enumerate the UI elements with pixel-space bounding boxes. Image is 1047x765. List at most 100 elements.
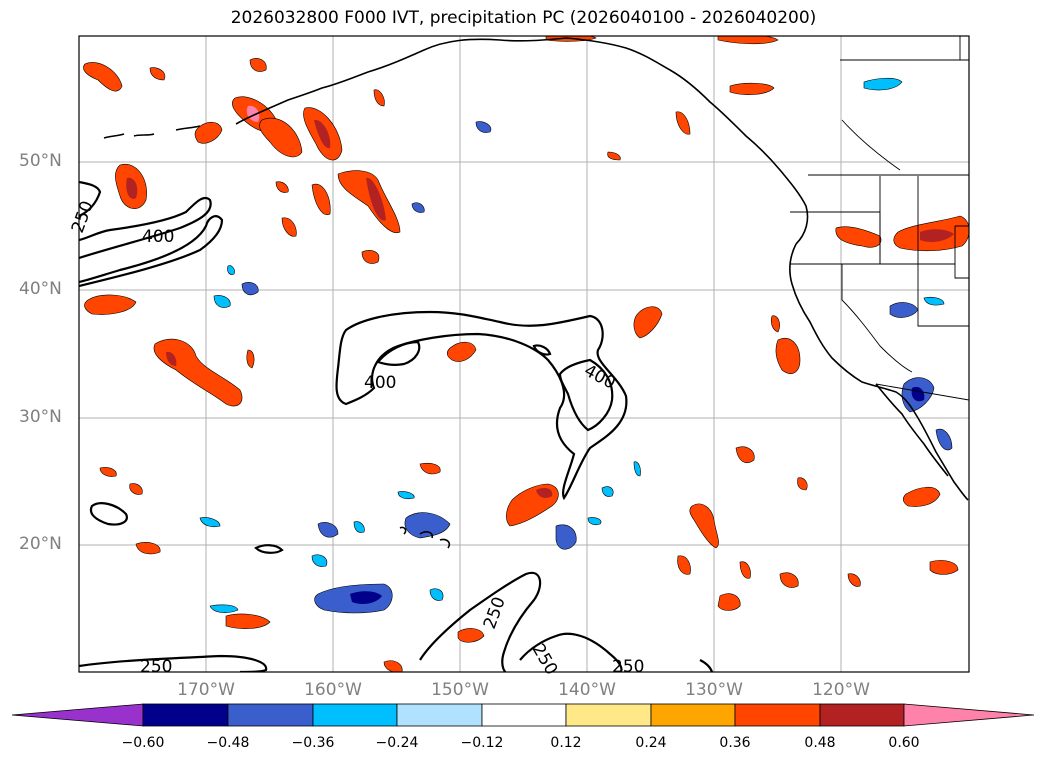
precip-blob bbox=[835, 226, 882, 248]
lon-label-150w: 150°W bbox=[431, 680, 489, 700]
precip-blob bbox=[607, 151, 621, 161]
precip-blob bbox=[361, 250, 380, 264]
coastline-hawaii bbox=[399, 526, 451, 549]
colorbar-tick-label: −0.24 bbox=[375, 735, 419, 751]
precip-blob bbox=[350, 591, 382, 604]
ivt-contour-line bbox=[79, 654, 268, 672]
colorbar-tick-label: 0.60 bbox=[888, 735, 920, 751]
colorbar-tick-label: −0.60 bbox=[121, 735, 165, 751]
precip-blob bbox=[246, 105, 260, 122]
precip-blob bbox=[555, 524, 577, 550]
ivt-contour-line bbox=[79, 215, 224, 288]
ivt-contour-line bbox=[699, 659, 714, 672]
colorbar-swatch bbox=[481, 703, 567, 727]
lon-label-170w: 170°W bbox=[177, 680, 235, 700]
ivt-contour-line bbox=[254, 544, 284, 554]
precip-blob bbox=[633, 461, 641, 477]
colorbar-swatch bbox=[565, 703, 652, 727]
precip-blob bbox=[429, 588, 444, 601]
precip-blob bbox=[225, 613, 271, 629]
positive-precip-shading bbox=[83, 36, 969, 672]
lon-label-140w: 140°W bbox=[558, 680, 616, 700]
lat-label-40n: 40°N bbox=[19, 279, 62, 299]
ivt-contour-line bbox=[532, 344, 552, 356]
colorbar-tick-label: −0.48 bbox=[206, 735, 250, 751]
precip-blob bbox=[397, 491, 415, 500]
colorbar-tick-label: −0.12 bbox=[460, 735, 504, 751]
precip-blob bbox=[209, 604, 239, 613]
precip-blob bbox=[902, 486, 941, 507]
colorbar-swatch bbox=[227, 703, 314, 727]
precip-blob bbox=[275, 181, 289, 193]
precip-blob bbox=[259, 117, 303, 158]
precip-blob bbox=[677, 555, 691, 575]
precip-blob bbox=[923, 296, 945, 306]
precip-blob bbox=[99, 467, 117, 477]
contour-label: 250 bbox=[140, 657, 172, 677]
precip-blob bbox=[199, 517, 221, 528]
precip-blob bbox=[935, 428, 953, 451]
precip-blob bbox=[863, 77, 903, 91]
ivt-contour-line bbox=[558, 358, 614, 432]
colorbar-tick-label: 0.48 bbox=[804, 735, 836, 751]
precip-blob bbox=[675, 111, 691, 135]
precip-blob bbox=[536, 488, 553, 498]
map-title: 2026032800 F000 IVT, precipitation PC (2… bbox=[230, 8, 817, 28]
colorbar-swatch bbox=[142, 703, 229, 727]
contour-label: 250 bbox=[68, 198, 98, 235]
border-state bbox=[954, 225, 969, 279]
colorbar-extend-high bbox=[903, 703, 1035, 727]
precip-blob bbox=[311, 183, 331, 215]
precip-blob bbox=[735, 446, 755, 463]
precip-blob bbox=[249, 58, 267, 72]
precip-blob bbox=[446, 341, 477, 362]
contour-label: 400 bbox=[581, 361, 619, 394]
border-state bbox=[841, 264, 913, 373]
precip-blob bbox=[84, 294, 137, 315]
colorbar-swatch bbox=[312, 703, 398, 727]
border-state bbox=[879, 176, 955, 265]
negative-precip-shading bbox=[199, 77, 953, 614]
colorbar-tick-label: 0.24 bbox=[635, 735, 667, 751]
precip-blob bbox=[717, 36, 779, 45]
precip-blob bbox=[404, 512, 451, 539]
colorbar-swatch bbox=[396, 703, 483, 727]
precip-blob bbox=[770, 315, 780, 333]
ivt-contours bbox=[79, 180, 714, 672]
precip-blob bbox=[739, 561, 751, 579]
precip-blob bbox=[366, 177, 386, 221]
precip-blob bbox=[601, 486, 614, 497]
precip-blob bbox=[317, 522, 339, 538]
precip-blob bbox=[847, 573, 861, 587]
precip-blob bbox=[457, 628, 485, 643]
lat-label-50n: 50°N bbox=[19, 151, 62, 171]
coastline-west-us bbox=[789, 243, 969, 501]
ivt-contour-line bbox=[89, 502, 128, 526]
colorbar-swatch bbox=[734, 703, 821, 727]
ivt-contour-line bbox=[419, 571, 542, 672]
colorbar-tick-label: −0.36 bbox=[291, 735, 335, 751]
plot-frame bbox=[78, 35, 970, 673]
precip-blob bbox=[775, 338, 801, 374]
colorbar-tick-label: 0.36 bbox=[719, 735, 751, 751]
lon-label-120w: 120°W bbox=[812, 680, 870, 700]
colorbar-extend-low bbox=[11, 703, 144, 727]
precip-blob bbox=[126, 177, 138, 199]
precip-blob bbox=[353, 521, 365, 533]
precip-blob bbox=[889, 302, 919, 318]
border-canada bbox=[840, 36, 969, 171]
precip-blob bbox=[129, 483, 143, 495]
colorbar-swatch bbox=[819, 703, 905, 727]
contour-label: 400 bbox=[142, 227, 174, 247]
precip-blob bbox=[241, 282, 259, 296]
border-state bbox=[917, 176, 969, 327]
precip-blob bbox=[311, 554, 328, 567]
colorbar-swatch bbox=[650, 703, 736, 727]
precip-blob bbox=[797, 477, 808, 491]
colorbar-tick-label: 0.12 bbox=[550, 735, 582, 751]
precip-blob bbox=[920, 229, 954, 242]
precip-blob bbox=[411, 202, 425, 213]
precip-blob bbox=[246, 349, 255, 369]
political-borders bbox=[790, 36, 969, 401]
